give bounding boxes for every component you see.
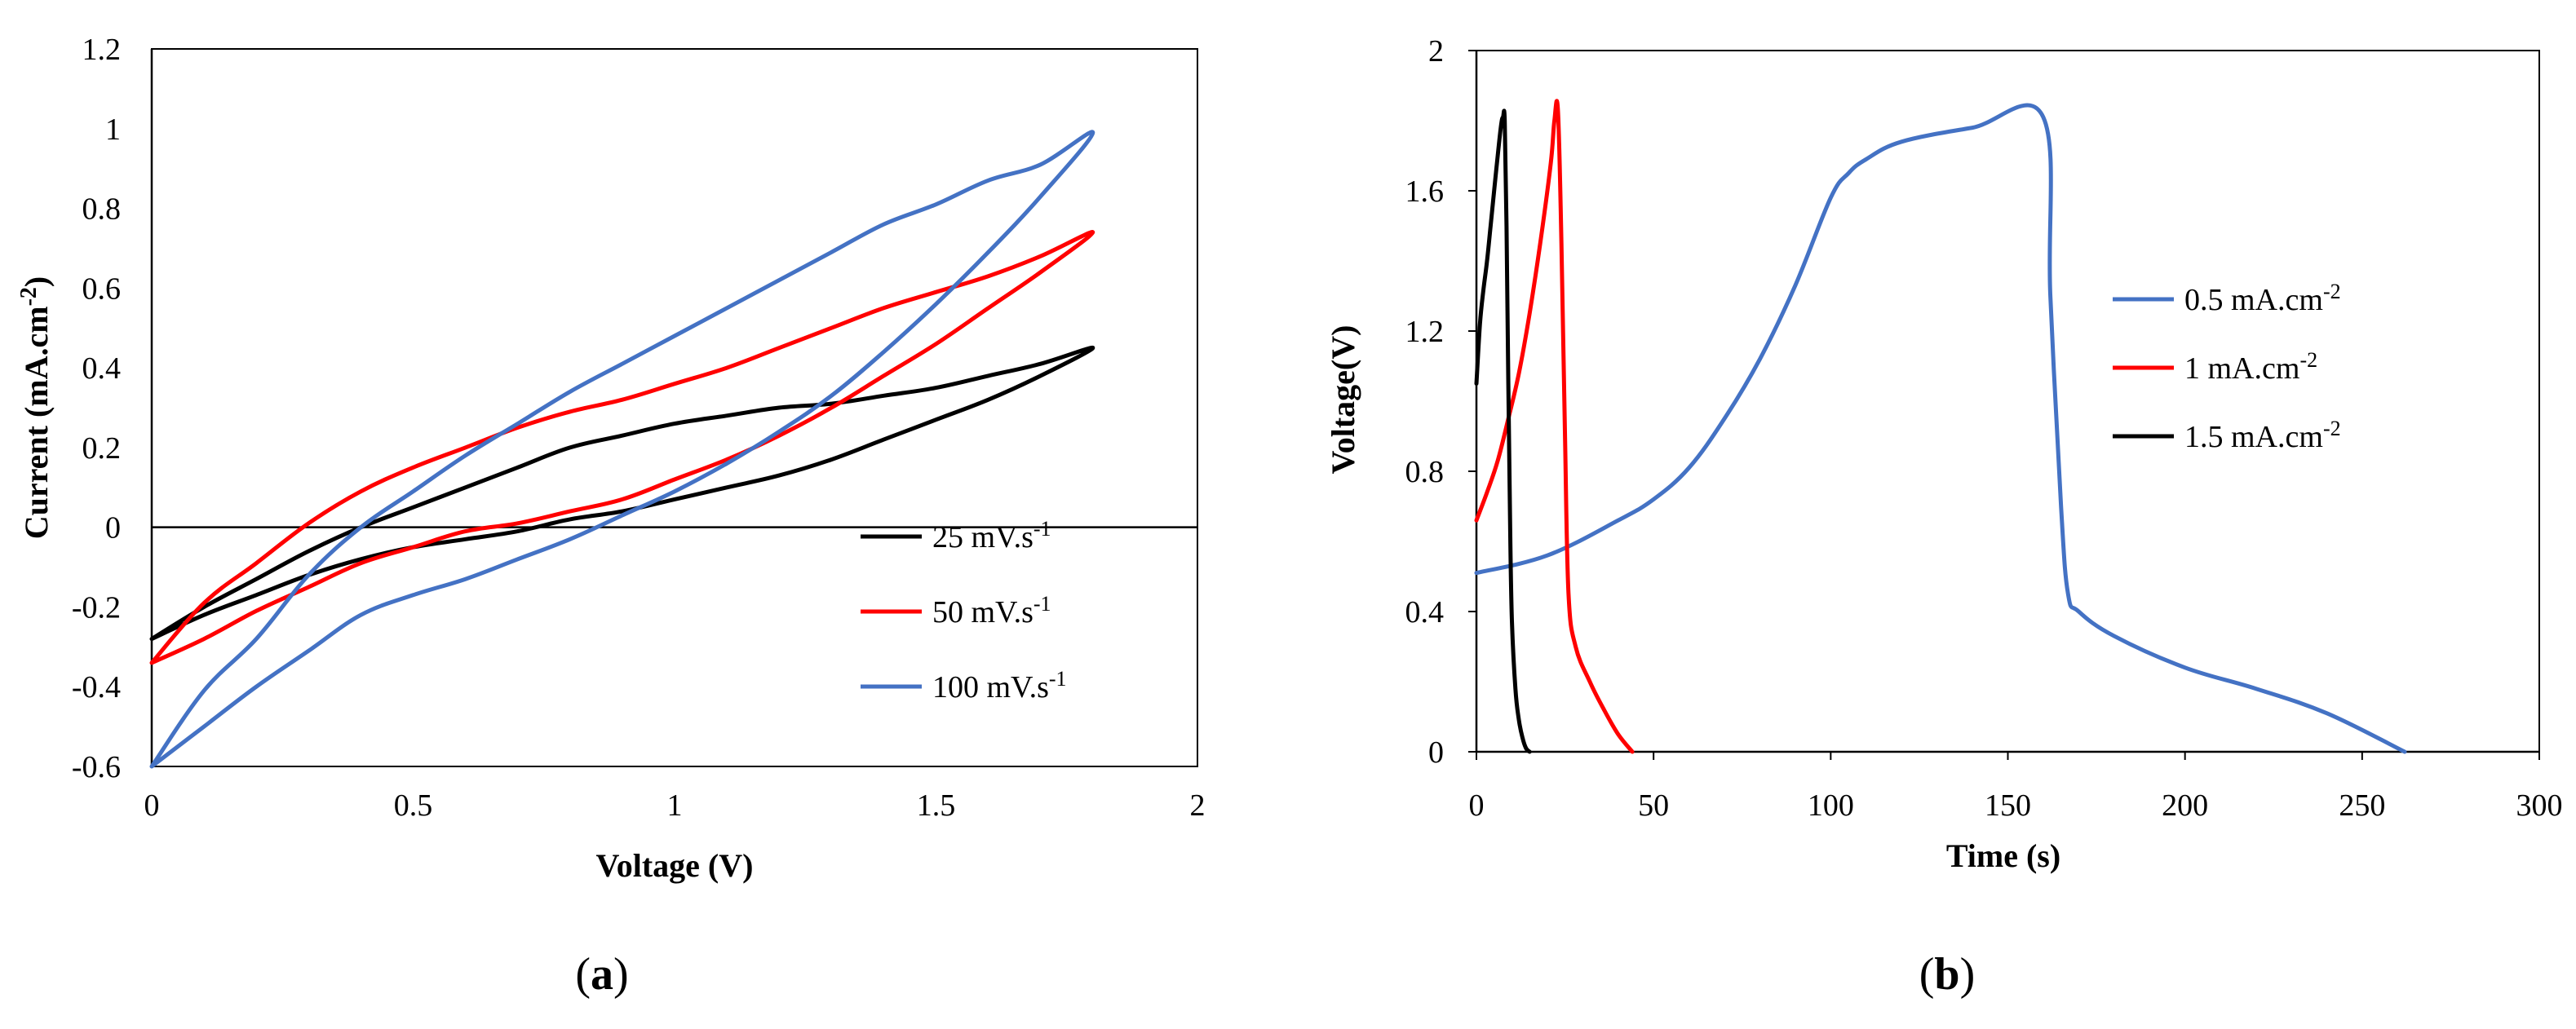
chart-a-x-axis-title: Voltage (V)	[596, 847, 754, 884]
chart-a-y-axis-title-sup: -2	[16, 287, 42, 306]
chart-a-y-tick-label: 0.6	[82, 272, 122, 306]
chart-a-legend-label-sup: -1	[1049, 667, 1067, 691]
chart-b-x-tick-label: 0	[1469, 788, 1485, 823]
chart-a-x-tick-label: 0.5	[394, 788, 433, 823]
chart-b-x-tick-label: 250	[2339, 788, 2385, 823]
chart-a-legend-label-0: 25 mV.s-1	[932, 517, 1051, 554]
chart-b-x-axis-title: Time (s)	[1946, 837, 2060, 874]
chart-a-y-axis-title-tail: )	[18, 276, 55, 287]
chart-b-legend-label-2: 1.5 mA.cm-2	[2184, 417, 2341, 454]
chart-a-y-tick-label: -0.2	[72, 590, 121, 625]
chart-b-series-line-1	[1474, 99, 1635, 754]
chart-b-series-line-2	[1474, 108, 1532, 754]
chart-a-legend-label-2: 100 mV.s-1	[932, 667, 1067, 704]
chart-b-legend-label-sup: -2	[2323, 280, 2341, 303]
chart-b-x-tick-label: 150	[1985, 788, 2031, 823]
chart-b-legend-label-main: 1 mA.cm	[2184, 351, 2299, 386]
chart-a-y-axis-title: Current (mA.cm-2)	[16, 276, 55, 540]
chart-b-legend-label-sup: -2	[2299, 348, 2317, 372]
chart-b-series	[1474, 99, 2407, 754]
chart-a-series-line-2	[149, 130, 1095, 769]
chart-a-legend-label-1: 50 mV.s-1	[932, 592, 1051, 629]
chart-a-y-tick-label: 1.2	[82, 33, 122, 67]
panel-label-b: (b)	[1919, 949, 1975, 1000]
chart-a-x-tick-label: 0	[144, 788, 160, 823]
chart-a-x-tick-label: 1.5	[917, 788, 956, 823]
chart-b-legend-label-main: 0.5 mA.cm	[2184, 283, 2323, 317]
chart-a-x-tick-label: 2	[1190, 788, 1206, 823]
chart-b-x-tick-label: 200	[2162, 788, 2208, 823]
chart-b-ticks: 0 50 100 150 200 250 300 0 0.4 0.8 1.2 1.6 2	[1405, 34, 2563, 823]
chart-b-x-tick-label: 50	[1638, 788, 1669, 823]
chart-b-legend: 0.5 mA.cm-21 mA.cm-21.5 mA.cm-2	[2113, 280, 2341, 454]
chart-a-plot-area	[151, 48, 1198, 767]
panel-label-a: (a)	[575, 949, 628, 1000]
chart-b-y-tick-label: 0.8	[1405, 455, 1445, 489]
chart-a-y-tick-label: 0	[105, 511, 121, 545]
chart-b-x-tick-label: 300	[2516, 788, 2563, 823]
chart-a: 0 0.5 1 1.5 2 -0.6 -0.4 -0.2 0 0.2 0.4 0.6 0.8 1 1.2 V…	[16, 33, 1206, 1000]
chart-a-legend-label-sup: -1	[1033, 592, 1051, 616]
chart-b-y-tick-label: 0	[1428, 735, 1444, 770]
chart-b-y-axis-title: Voltage(V)	[1325, 325, 1361, 475]
chart-b-legend-label-sup: -2	[2323, 417, 2341, 440]
chart-b-plot-area	[1476, 50, 2540, 753]
chart-a-series	[149, 130, 1095, 769]
chart-a-series-line-1	[149, 230, 1095, 665]
chart-a-y-tick-label: -0.6	[72, 750, 121, 784]
chart-a-y-tick-label: 0.8	[82, 192, 122, 227]
chart-b-y-tick-label: 1.2	[1405, 315, 1445, 349]
chart-b-series-line-0	[1474, 103, 2407, 754]
chart-b-legend-label-0: 0.5 mA.cm-2	[2184, 280, 2341, 317]
chart-a-legend-label-main: 50 mV.s	[932, 595, 1033, 629]
chart-a-y-tick-label: 1	[105, 113, 121, 147]
chart-b-y-tick-label: 1.6	[1405, 174, 1445, 209]
chart-b-y-tick-label: 2	[1428, 34, 1444, 68]
chart-a-legend-label-main: 25 mV.s	[932, 520, 1033, 554]
chart-a-legend-label-main: 100 mV.s	[932, 670, 1049, 704]
chart-b: 0 50 100 150 200 250 300 0 0.4 0.8 1.2 1.6 2 Time (s…	[1325, 34, 2563, 1000]
chart-a-y-tick-label: 0.4	[82, 351, 122, 386]
chart-a-y-tick-label: 0.2	[82, 431, 122, 466]
chart-a-legend-label-sup: -1	[1033, 517, 1051, 541]
chart-b-legend-label-main: 1.5 mA.cm	[2184, 420, 2323, 454]
chart-a-series-line-0	[149, 345, 1095, 642]
chart-a-y-tick-label: -0.4	[72, 670, 121, 704]
chart-a-ticks: 0 0.5 1 1.5 2 -0.6 -0.4 -0.2 0 0.2 0.4 0.6 0.8 1 1.2	[72, 33, 1206, 823]
chart-a-y-axis-title-main: Current (mA.cm	[18, 306, 55, 539]
chart-b-y-tick-label: 0.4	[1405, 595, 1445, 629]
chart-b-legend-label-1: 1 mA.cm-2	[2184, 348, 2317, 386]
chart-b-x-tick-label: 100	[1808, 788, 1854, 823]
chart-a-x-tick-label: 1	[667, 788, 683, 823]
